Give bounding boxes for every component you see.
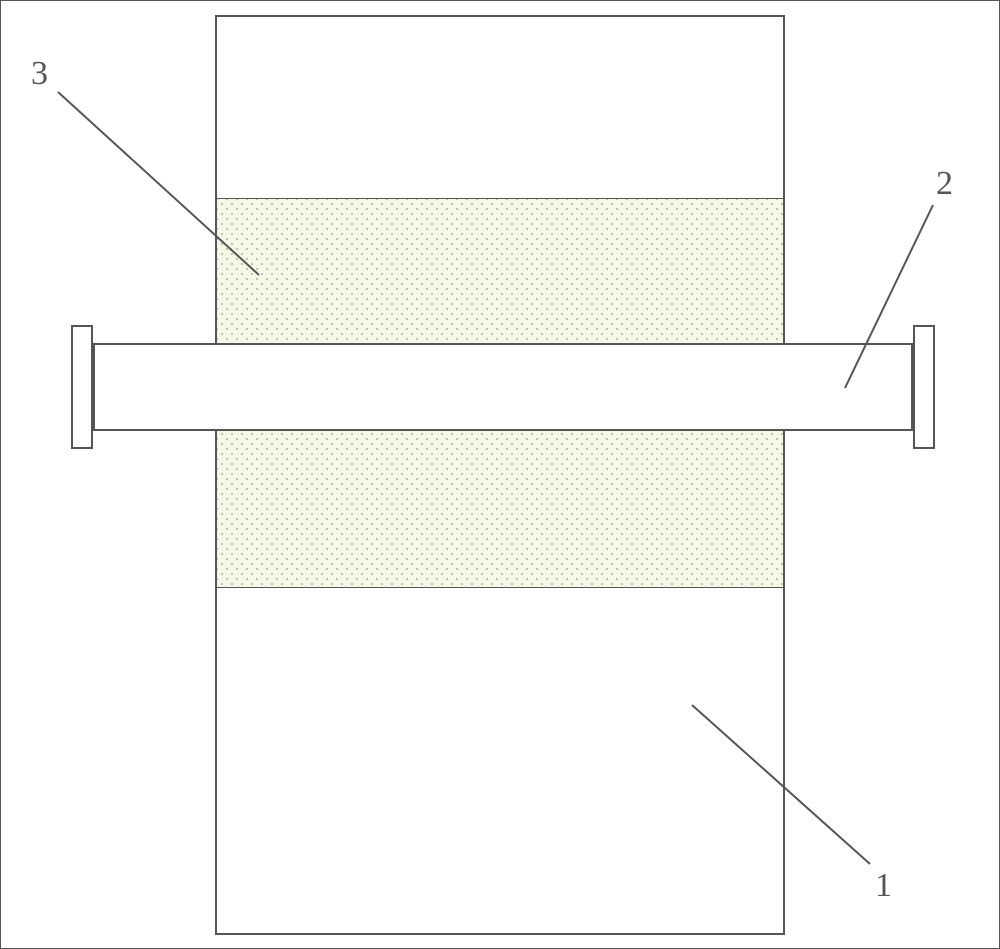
callout-label-2: 2 [936,167,953,201]
diagram-canvas: 3 2 1 [0,0,1000,949]
callout-label-3: 3 [31,57,48,91]
pipe-body [93,343,913,431]
pipe-flange-right [913,325,935,449]
callout-label-1: 1 [875,869,892,903]
pipe-flange-left [71,325,93,449]
